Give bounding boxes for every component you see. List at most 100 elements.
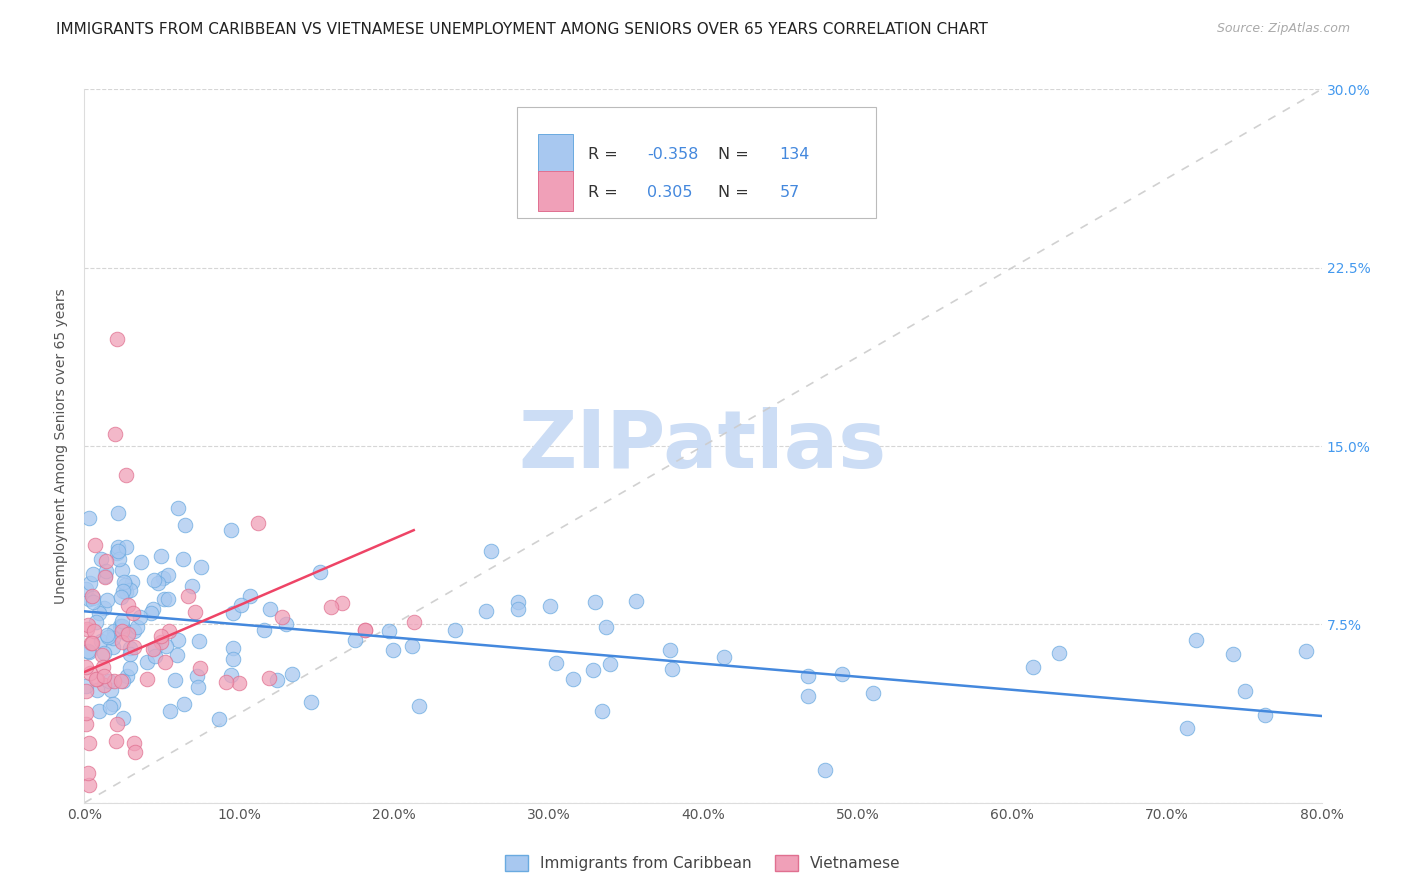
Point [862,685,884,699]
Point [83,624,105,638]
Point [222,640,245,655]
Point [93,601,115,615]
Point [479,544,502,558]
Point [75,660,97,674]
Point [402,615,425,629]
Point [75,679,97,693]
Point [107,541,129,555]
Point [157,624,180,639]
Point [259,601,281,615]
Point [122,640,145,654]
Point [219,667,242,681]
Point [122,624,145,638]
Point [228,676,250,690]
Point [75,582,97,596]
Point [89,606,111,620]
Point [76,617,98,632]
Point [135,655,157,669]
Point [544,657,567,671]
Point [183,605,205,619]
Point [115,584,138,599]
Point [190,560,212,574]
Point [77,645,100,659]
Point [299,695,322,709]
Text: R =: R = [588,147,623,162]
Point [115,467,138,482]
Point [75,717,97,731]
Point [1234,684,1257,698]
Point [624,594,647,608]
Point [271,610,294,624]
Point [115,627,138,641]
Point [401,639,423,653]
Point [187,680,209,694]
Point [93,646,115,660]
Point [163,673,186,688]
Point [112,673,135,688]
Point [105,717,128,731]
Point [142,602,165,616]
Point [103,673,125,688]
Point [583,595,606,609]
Point [107,506,129,520]
Point [146,576,169,591]
Point [75,684,97,698]
Point [582,663,605,677]
Point [443,623,465,637]
Point [77,736,100,750]
Point [280,667,302,681]
Point [1185,633,1208,648]
Point [105,332,128,346]
Point [562,672,585,686]
Point [97,630,120,644]
FancyBboxPatch shape [517,107,876,218]
Point [104,427,127,442]
Point [111,635,134,649]
Point [110,674,132,689]
Point [797,668,820,682]
Point [139,606,162,620]
Point [166,500,188,515]
Point [142,574,165,588]
Point [143,640,166,655]
Y-axis label: Unemployment Among Seniors over 65 years: Unemployment Among Seniors over 65 years [55,288,69,604]
Point [104,733,127,747]
Point [120,641,142,656]
Point [174,517,197,532]
Point [76,765,98,780]
Point [120,661,142,675]
Point [111,624,134,638]
Point [122,606,145,620]
Point [508,601,530,615]
Point [77,591,100,606]
Point [107,544,129,558]
Point [77,511,100,525]
Point [508,595,530,609]
Point [110,590,132,604]
Point [354,624,377,638]
Point [75,706,97,720]
Point [354,623,377,637]
Point [475,604,498,618]
Point [378,624,401,639]
Point [276,616,298,631]
Point [79,665,101,680]
Point [149,629,172,643]
Point [82,566,104,581]
Point [831,667,853,681]
Point [149,634,172,648]
Text: 0.305: 0.305 [647,186,693,200]
Point [76,644,98,658]
Text: Source: ZipAtlas.com: Source: ZipAtlas.com [1216,22,1350,36]
Point [167,632,190,647]
Point [111,618,134,632]
Point [103,624,125,638]
Text: 57: 57 [780,186,800,200]
Point [1021,660,1043,674]
Point [93,678,115,692]
Point [591,704,613,718]
Text: R =: R = [588,186,623,200]
Point [177,589,200,603]
Point [321,599,343,614]
Point [108,619,131,633]
